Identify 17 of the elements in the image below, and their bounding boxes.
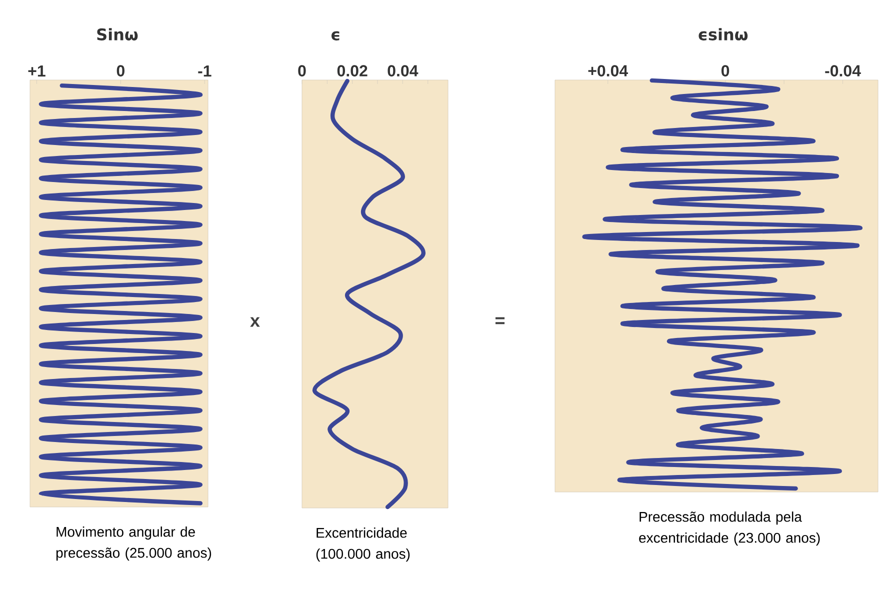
x-axis-title: Precessão modulada pela excentricidade (23.000 anos) xyxy=(639,512,820,546)
text: x xyxy=(250,317,260,327)
text: = xyxy=(496,317,505,324)
x-tick-label: +1 xyxy=(28,65,46,76)
x-tick-label: -1 xyxy=(198,65,212,76)
x-axis-title: Movimento angular de precessão (25.000 anos) xyxy=(56,526,212,561)
x-tick-label: 0 xyxy=(721,65,730,76)
x-tick-label: 0 xyxy=(298,65,306,76)
x-tick-label: -0.04 xyxy=(825,65,861,76)
x-tick-label: 0.02 xyxy=(337,65,368,76)
x-tick-label: 0 xyxy=(116,65,124,76)
chart-title: ϵ xyxy=(332,31,340,40)
x-axis-title: Excentricidade (100.000 anos) xyxy=(316,528,410,562)
x-tick-label: +0.04 xyxy=(588,65,628,76)
chart-title: ϵsinω xyxy=(698,28,748,40)
chart-title: Sinω xyxy=(97,28,138,40)
x-tick-label: 0.04 xyxy=(388,65,418,76)
